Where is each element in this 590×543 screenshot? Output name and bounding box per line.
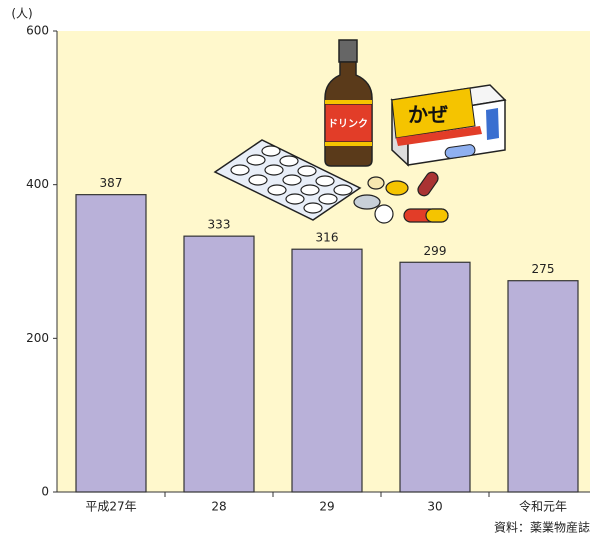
y-tick-label: 200 [26, 331, 49, 345]
illustration: ドリンク かぜ [213, 39, 507, 224]
y-tick-label: 400 [26, 177, 49, 191]
value-label: 333 [208, 218, 231, 232]
x-tick-label: 28 [211, 500, 226, 514]
medicine-box: かぜ [390, 84, 507, 167]
y-tick-label: 600 [26, 24, 49, 38]
source-note: 資料：薬業物産誌 [494, 520, 590, 535]
value-label: 316 [316, 231, 339, 245]
value-label: 275 [532, 262, 555, 276]
value-label: 299 [424, 244, 447, 258]
y-axis-label: (人) [11, 7, 32, 21]
x-tick-label: 令和元年 [519, 499, 567, 514]
blister-pills [230, 145, 353, 214]
bottle-label: ドリンク [328, 118, 368, 130]
bar [183, 235, 255, 493]
bar [399, 261, 471, 493]
drink-bottle: ドリンク [324, 39, 373, 167]
bar [291, 248, 363, 493]
x-tick-label: 平成27年 [85, 500, 136, 514]
x-tick-label: 29 [319, 500, 334, 514]
x-tick-label: 30 [427, 500, 442, 514]
bar [75, 194, 147, 493]
loose-pills [353, 171, 449, 224]
y-tick-label: 0 [41, 485, 49, 499]
box-label: かぜ [408, 103, 448, 127]
bar [507, 280, 579, 493]
value-label: 387 [100, 176, 123, 190]
